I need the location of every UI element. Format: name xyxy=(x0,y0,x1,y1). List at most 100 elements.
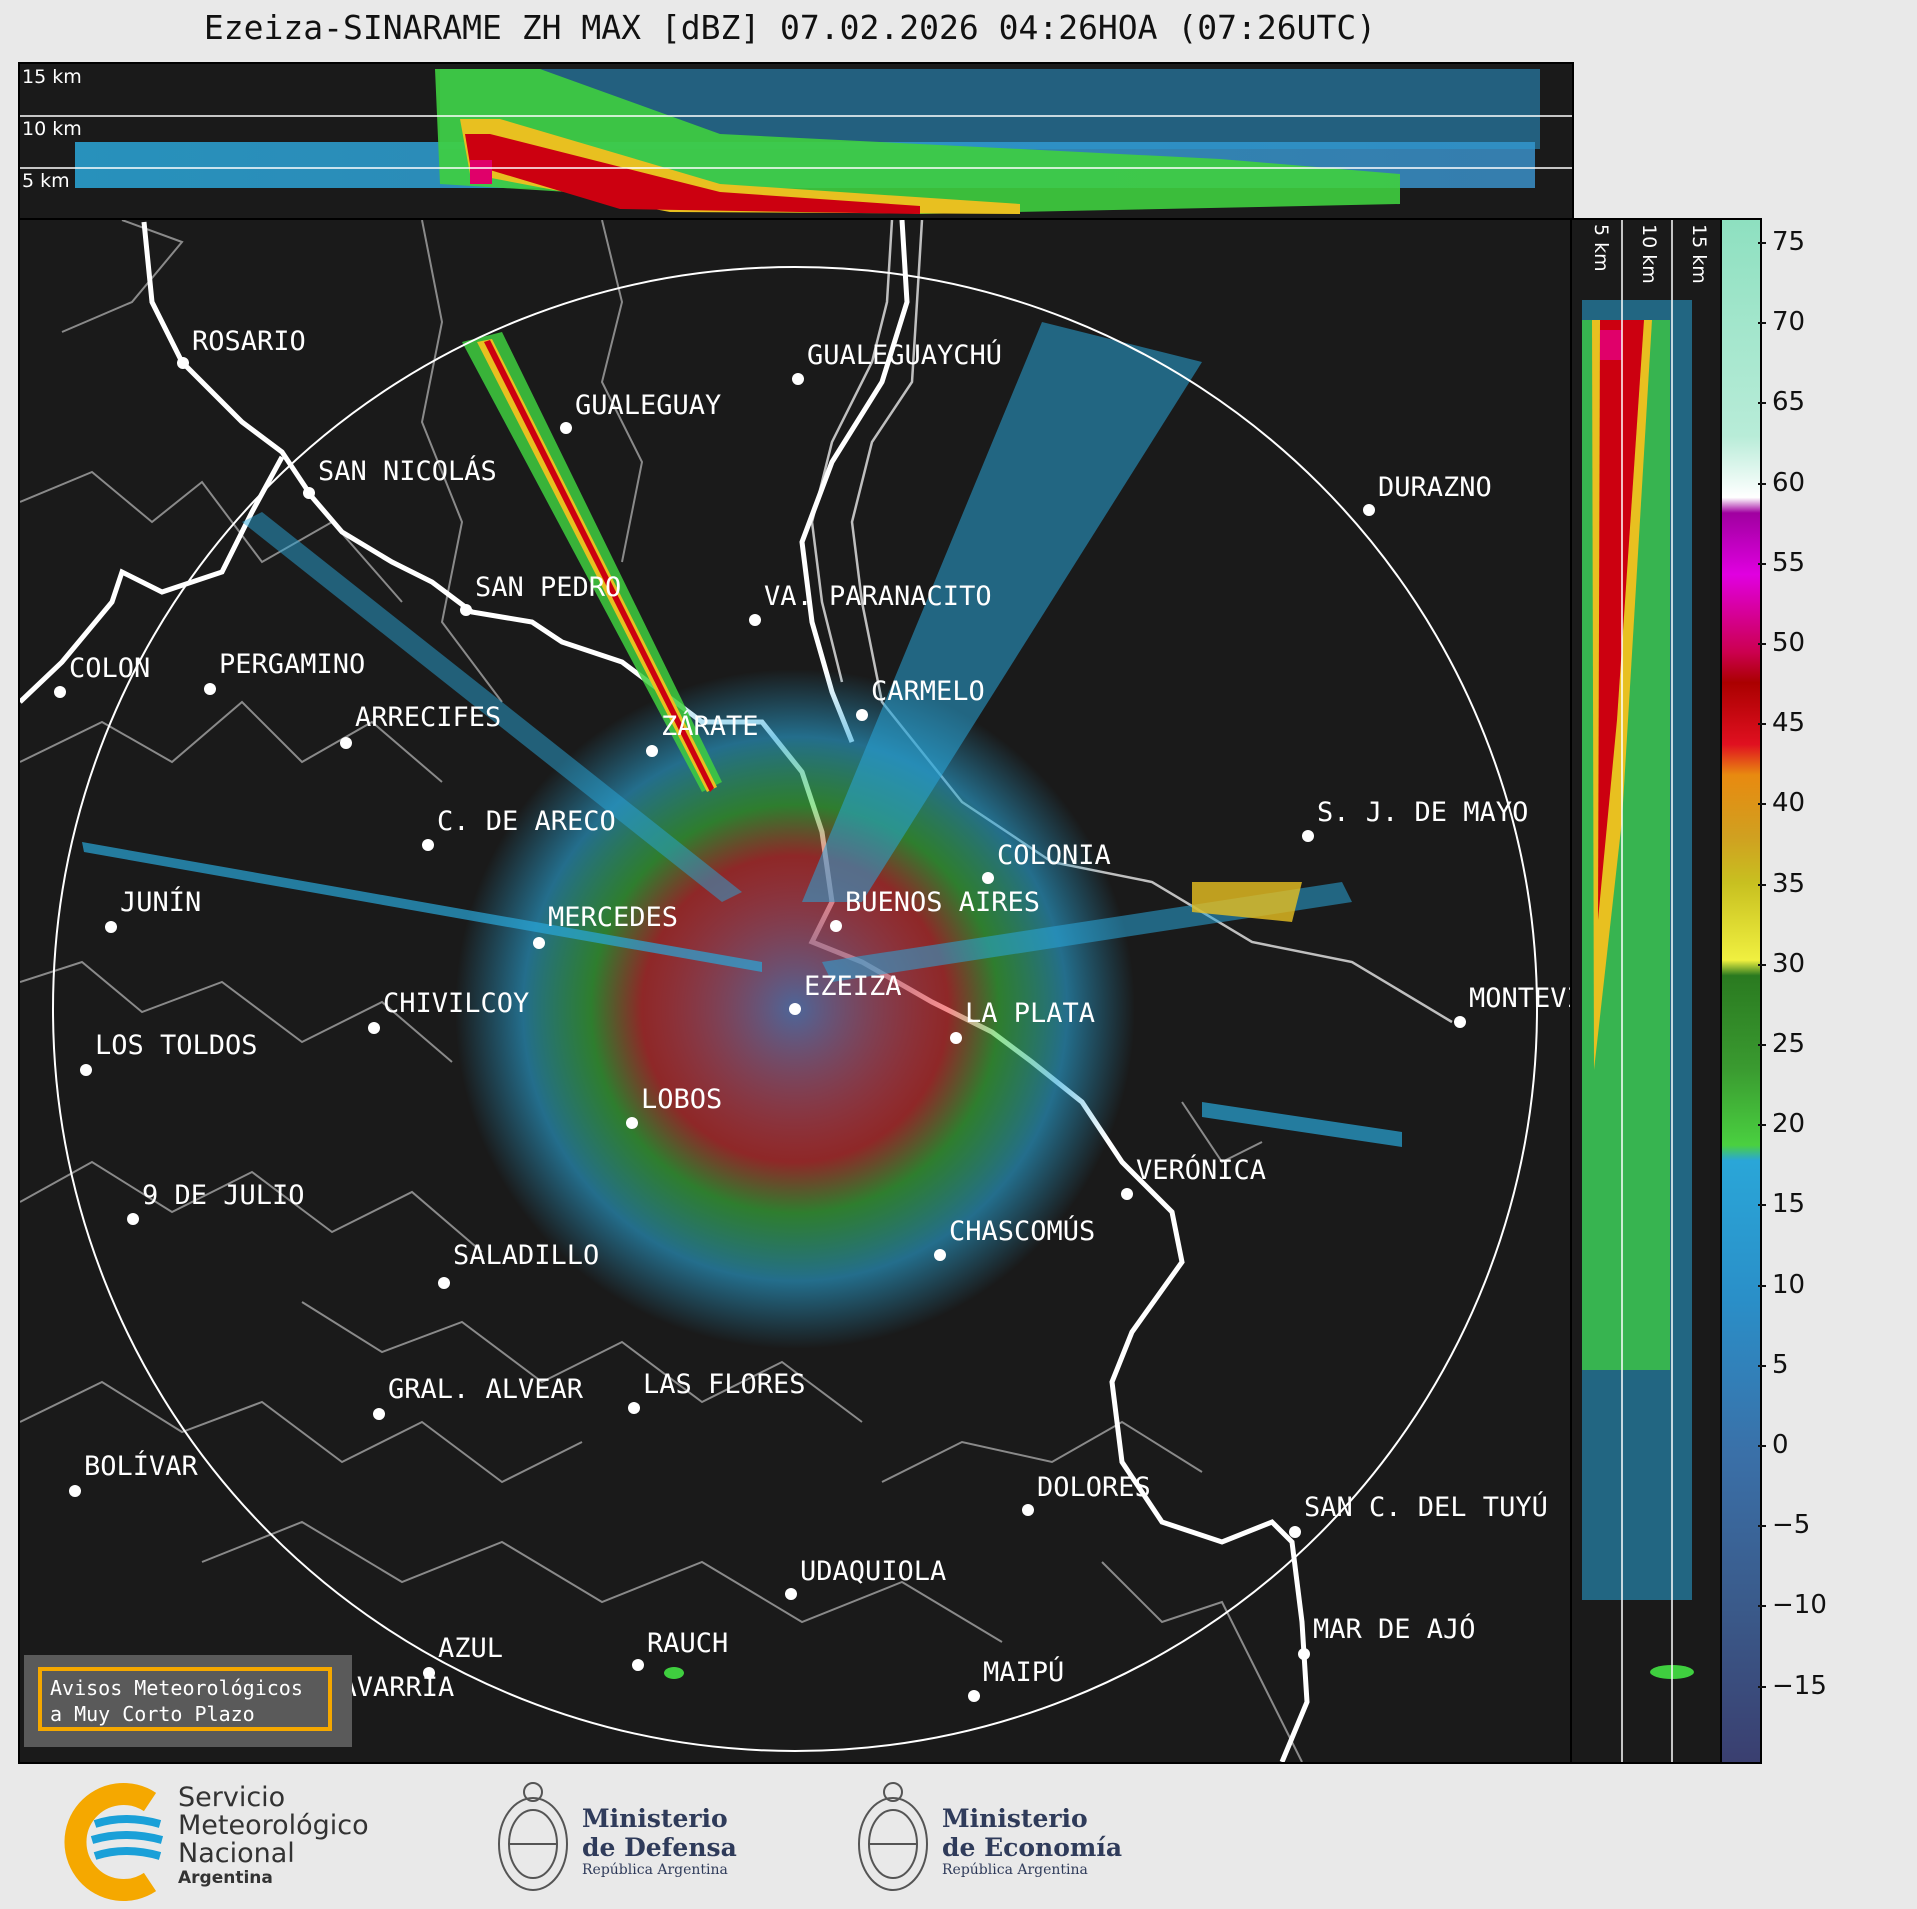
defensa-shield-icon xyxy=(498,1782,568,1891)
city-label: LOBOS xyxy=(641,1084,723,1115)
alt-label-10km: 10 km xyxy=(22,118,82,140)
city-label: AZUL xyxy=(438,1633,504,1664)
chart-title: Ezeiza-SINARAME ZH MAX [dBZ] 07.02.2026 … xyxy=(203,8,1377,47)
economia-line2: de Economía xyxy=(942,1833,1123,1862)
city-dot xyxy=(982,872,994,884)
city-label: VA. PARANACITO xyxy=(764,581,992,612)
city-dot xyxy=(1454,1016,1466,1028)
colorbar-tick: 70 xyxy=(1757,307,1806,338)
city-label: JUNÍN xyxy=(120,887,202,918)
city-label: CARMELO xyxy=(871,676,985,707)
city-dot xyxy=(177,357,189,369)
colorbar-tick-label: 45 xyxy=(1772,708,1806,739)
colorbar-tick-label: 10 xyxy=(1772,1269,1806,1300)
city-label: CHIVILCOY xyxy=(383,988,530,1019)
city-label: LOS TOLDOS xyxy=(95,1030,258,1061)
alt-label-15km: 15 km xyxy=(22,66,82,88)
city-dots xyxy=(54,357,1466,1718)
colorbar-tick: 15 xyxy=(1757,1189,1806,1220)
city-label: SAN C. DEL TUYÚ xyxy=(1304,1492,1548,1523)
echo-column-magenta xyxy=(1600,330,1622,360)
city-label: GRAL. ALVEAR xyxy=(388,1374,584,1405)
colorbar-tick-label: 25 xyxy=(1772,1029,1806,1059)
city-label: PERGAMINO xyxy=(219,649,366,680)
economia-logo-text: Ministerio de Economía República Argenti… xyxy=(942,1804,1122,1878)
city-dot xyxy=(422,839,434,851)
city-label: MERCEDES xyxy=(548,902,679,933)
range-ring xyxy=(52,266,1538,1752)
city-label: CHASCOMÚS xyxy=(949,1216,1096,1247)
city-dot xyxy=(934,1249,946,1261)
city-dot xyxy=(460,604,472,616)
city-dot xyxy=(303,487,315,499)
colorbar-tick: 45 xyxy=(1757,708,1806,739)
city-dot xyxy=(373,1408,385,1420)
city-dot xyxy=(785,1588,797,1600)
city-dot xyxy=(533,937,545,949)
colorbar xyxy=(1720,218,1762,1764)
city-label: LAS FLORES xyxy=(643,1369,806,1400)
economia-line1: Ministerio xyxy=(942,1804,1088,1833)
colorbar-tick: 25 xyxy=(1757,1029,1806,1059)
city-label: DURAZNO xyxy=(1378,472,1492,503)
city-label: MAIPÚ xyxy=(983,1657,1065,1688)
city-label: MONTEVIDEO xyxy=(1469,983,1572,1014)
avisos-panel[interactable]: Avisos Meteorológicos a Muy Corto Plazo xyxy=(24,1655,352,1747)
economia-line3: República Argentina xyxy=(942,1862,1088,1878)
city-label: C. DE ARECO xyxy=(437,806,616,837)
colorbar-tick: 75 xyxy=(1757,227,1805,257)
city-dot xyxy=(646,745,658,757)
colorbar-tick-label: 40 xyxy=(1772,788,1806,819)
city-dot xyxy=(632,1659,644,1671)
city-label: LA PLATA xyxy=(965,998,1096,1029)
colorbar-tick: 10 xyxy=(1757,1269,1806,1300)
footer-logos: Servicio Meteorológico Nacional Argentin… xyxy=(0,1762,1917,1909)
defensa-logo-text: Ministerio de Defensa República Argentin… xyxy=(582,1804,737,1878)
map-svg xyxy=(20,220,1538,1762)
city-dot xyxy=(856,709,868,721)
colorbar-tick: 0 xyxy=(1758,1430,1789,1460)
city-label: GUALEGUAY xyxy=(575,390,722,421)
city-label: MAR DE AJÓ xyxy=(1313,1614,1476,1645)
city-dot xyxy=(626,1117,638,1129)
city-dot xyxy=(749,614,761,626)
smn-logo-icon xyxy=(64,1783,164,1901)
city-label: SAN PEDRO xyxy=(475,572,622,603)
city-dot xyxy=(1022,1504,1034,1516)
city-dot xyxy=(560,422,572,434)
city-label: BOLÍVAR xyxy=(84,1451,198,1482)
colorbar-tick: 35 xyxy=(1757,869,1805,899)
echo-column-red xyxy=(1598,320,1644,920)
colorbar-tick-label: 5 xyxy=(1772,1349,1789,1380)
colorbar-tick-label: −10 xyxy=(1772,1590,1827,1621)
colorbar-tick-label: −15 xyxy=(1772,1670,1827,1701)
city-label: ARRECIFES xyxy=(355,702,502,733)
radar-map[interactable]: ROSARIO GUALEGUAYCHÚ GUALEGUAY SAN NICOLÁS D… xyxy=(18,218,1574,1764)
city-dot xyxy=(950,1032,962,1044)
colorbar-tick-label: 70 xyxy=(1772,307,1806,338)
colorbar-tick: −5 xyxy=(1757,1510,1810,1540)
economia-shield-icon xyxy=(858,1782,928,1891)
smn-line4: Argentina xyxy=(178,1868,273,1888)
colorbar-tick-label: 15 xyxy=(1772,1189,1806,1220)
city-dot xyxy=(1289,1526,1301,1538)
city-label: S. J. DE MAYO xyxy=(1317,797,1529,828)
colorbar-tick-label: 60 xyxy=(1772,467,1806,498)
colorbar-tick: 55 xyxy=(1757,548,1805,578)
right-section-svg xyxy=(1582,220,1694,1762)
smn-line1: Servicio xyxy=(178,1782,286,1813)
city-dot xyxy=(1302,830,1314,842)
avisos-box[interactable]: Avisos Meteorológicos a Muy Corto Plazo xyxy=(38,1667,332,1731)
city-dot xyxy=(628,1402,640,1414)
city-dot xyxy=(830,920,842,932)
colorbar-tick: 30 xyxy=(1757,949,1805,979)
smn-line2: Meteorológico xyxy=(178,1810,369,1841)
city-dot xyxy=(69,1485,81,1497)
right-alt-5km: 5 km xyxy=(1590,224,1612,272)
city-dot xyxy=(423,1667,435,1679)
city-label: 9 DE JULIO xyxy=(142,1180,305,1211)
defensa-line1: Ministerio xyxy=(582,1804,728,1833)
colorbar-tick: 50 xyxy=(1757,628,1805,658)
top-section-svg xyxy=(20,69,1572,214)
right-alt-15km: 15 km xyxy=(1688,224,1710,284)
